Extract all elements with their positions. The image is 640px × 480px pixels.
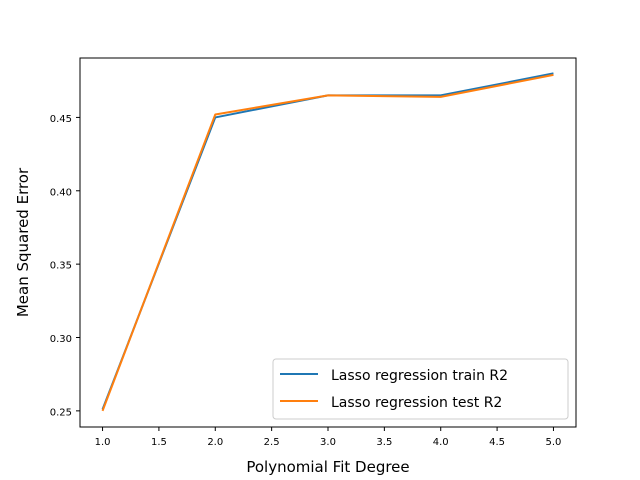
x-axis-label: Polynomial Fit Degree bbox=[246, 458, 409, 476]
y-axis-label: Mean Squared Error bbox=[14, 167, 32, 317]
x-tick-label: 1.0 bbox=[95, 437, 111, 448]
series-layer bbox=[101, 72, 554, 412]
x-tick-label: 3.5 bbox=[376, 437, 392, 448]
x-tick-label: 5.0 bbox=[546, 437, 562, 448]
y-tick-label: 0.40 bbox=[50, 187, 72, 198]
x-tick-label: 4.5 bbox=[489, 437, 505, 448]
series-line-test bbox=[101, 73, 554, 412]
y-tick-label: 0.25 bbox=[50, 407, 72, 418]
legend-box bbox=[272, 358, 569, 420]
x-axis: 1.0 1.5 2.0 2.5 3.0 3.5 4.0 4.5 5.0 bbox=[95, 427, 562, 448]
x-tick-label: 2.5 bbox=[264, 437, 280, 448]
legend-label-test: Lasso regression test R2 bbox=[331, 395, 502, 411]
x-tick-label: 2.0 bbox=[207, 437, 223, 448]
y-tick-label: 0.35 bbox=[50, 261, 72, 272]
x-tick-label: 4.0 bbox=[433, 437, 449, 448]
legend-label-train: Lasso regression train R2 bbox=[331, 368, 508, 384]
x-tick-label: 1.5 bbox=[151, 437, 167, 448]
y-axis: 0.25 0.30 0.35 0.40 0.45 bbox=[50, 114, 80, 418]
y-tick-label: 0.45 bbox=[50, 114, 72, 125]
x-tick-label: 3.0 bbox=[320, 437, 336, 448]
legend: Lasso regression train R2 Lasso regressi… bbox=[272, 358, 569, 420]
y-tick-label: 0.30 bbox=[50, 334, 72, 345]
